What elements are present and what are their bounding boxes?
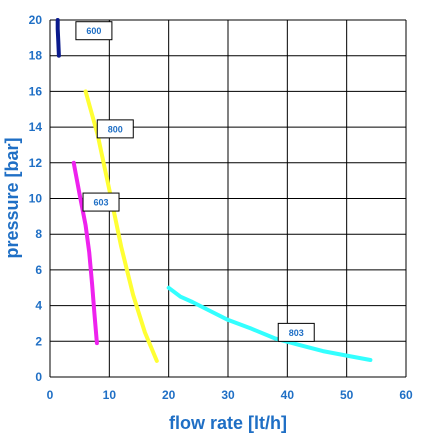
y-tick-label: 6 — [35, 263, 42, 277]
series-lines — [55, 18, 373, 363]
y-tick-label: 20 — [29, 13, 43, 27]
y-tick-label: 14 — [29, 120, 43, 134]
annotation-box — [277, 322, 315, 342]
x-tick-label: 20 — [162, 388, 176, 402]
y-tick-label: 2 — [35, 334, 42, 348]
series-line-603 — [71, 160, 99, 346]
x-tick-label: 30 — [221, 388, 235, 402]
annotation-600: 600 — [75, 21, 113, 41]
annotation-803: 803 — [277, 322, 315, 342]
annotation-label: 603 — [94, 198, 109, 208]
annotation-label: 600 — [86, 26, 101, 36]
annotation-label: 803 — [289, 328, 304, 338]
x-tick-label: 50 — [340, 388, 354, 402]
x-tick-label: 0 — [47, 388, 54, 402]
y-tick-label: 0 — [35, 370, 42, 384]
annotation-box — [96, 119, 134, 139]
x-tick-label: 60 — [399, 388, 413, 402]
x-tick-label: 10 — [103, 388, 117, 402]
y-tick-label: 12 — [29, 156, 43, 170]
x-tick-label: 40 — [281, 388, 295, 402]
annotation-800: 800 — [96, 119, 134, 139]
y-tick-label: 10 — [29, 192, 43, 206]
annotations: 600 800 603 803 — [75, 21, 315, 342]
y-axis-title: pressure [bar] — [2, 137, 22, 258]
series-line-803 — [166, 285, 373, 362]
y-tick-label: 8 — [35, 227, 42, 241]
annotation-box — [82, 192, 120, 212]
annotation-603: 603 — [82, 192, 120, 212]
y-tick-label: 4 — [35, 299, 42, 313]
annotation-box — [75, 21, 113, 41]
grid — [49, 19, 407, 378]
annotation-label: 800 — [108, 124, 123, 134]
y-tick-label: 18 — [29, 49, 43, 63]
y-tick-label: 16 — [29, 84, 43, 98]
series-line-600 — [55, 18, 61, 58]
x-axis-title: flow rate [lt/h] — [169, 413, 287, 433]
